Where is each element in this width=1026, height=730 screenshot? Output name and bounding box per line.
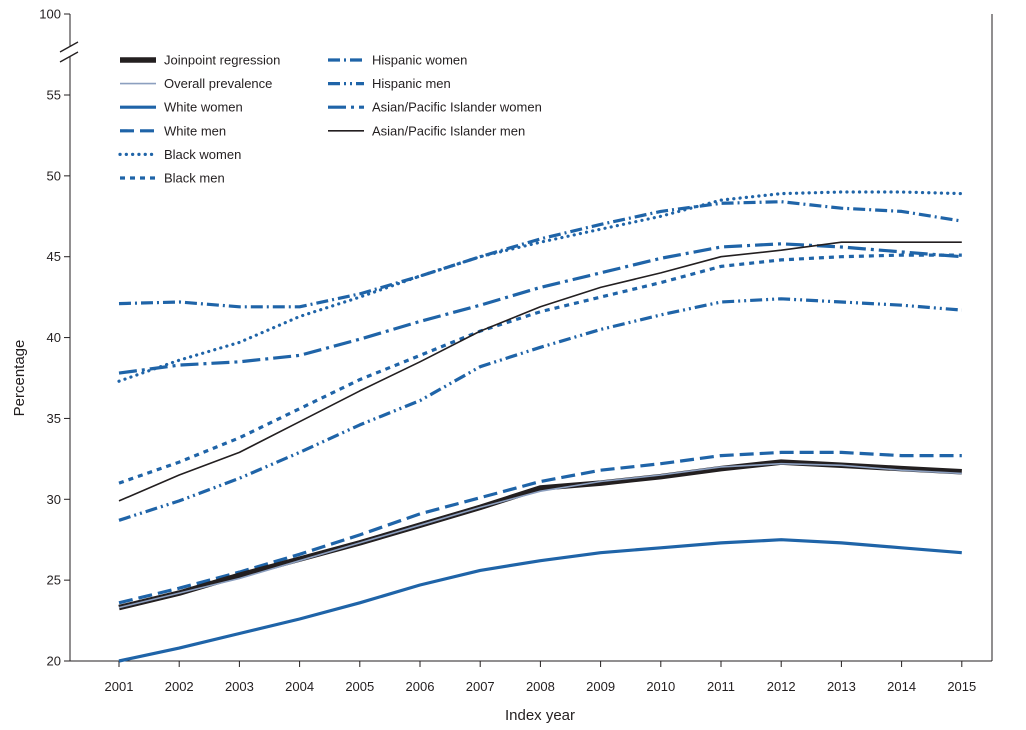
x-tick-label: 2014: [887, 679, 916, 694]
x-tick-label: 2015: [947, 679, 976, 694]
y-tick-label: 45: [47, 249, 61, 264]
x-tick-label: 2003: [225, 679, 254, 694]
legend-label-black-women: Black women: [164, 147, 241, 162]
y-tick-label: 55: [47, 88, 61, 103]
legend-label-asian-pacific-islander-women: Asian/Pacific Islander women: [372, 100, 542, 115]
y-tick-label: 35: [47, 411, 61, 426]
series-line-black-women: [117, 190, 964, 383]
legend-label-white-men: White men: [164, 123, 226, 138]
y-tick-label: 25: [47, 573, 61, 588]
series-line-overall-prevalence: [118, 462, 962, 609]
x-tick-label: 2012: [767, 679, 796, 694]
x-axis-title: Index year: [505, 707, 575, 724]
y-tick-label: 50: [47, 168, 61, 183]
y-tick-label: 40: [47, 330, 61, 345]
x-tick-label: 2005: [345, 679, 374, 694]
x-tick-label: 2001: [105, 679, 134, 694]
axis-break-mark: [59, 41, 79, 53]
series-line-black-men: [118, 253, 962, 485]
axes: 20 25 30 35 40 45 50 55 100 2001 2002 2003 2004 2005 2…: [39, 7, 993, 694]
legend-label-asian-pacific-islander-men: Asian/Pacific Islander men: [372, 123, 525, 138]
series-line-asian-pacific-islander-women: [118, 242, 962, 375]
legend-label-overall-prevalence: Overall prevalence: [164, 76, 272, 91]
legend-label-joinpoint-regression: Joinpoint regression: [164, 53, 280, 68]
series-lines: [117, 190, 964, 663]
axis-break-mark: [59, 51, 79, 63]
x-tick-label: 2006: [406, 679, 435, 694]
x-tick-label: 2008: [526, 679, 555, 694]
x-tick-label: 2007: [466, 679, 495, 694]
x-tick-label: 2002: [165, 679, 194, 694]
x-tick-label: 2004: [285, 679, 314, 694]
series-line-white-men: [118, 450, 962, 605]
series-line-asian-pacific-islander-men: [118, 241, 962, 502]
y-tick-label: 100: [39, 7, 61, 22]
y-axis-title: Percentage: [11, 340, 28, 417]
y-tick-label: 20: [47, 654, 61, 669]
x-tick-label: 2009: [586, 679, 615, 694]
x-tick-label: 2011: [707, 679, 735, 694]
series-line-white-women: [118, 538, 962, 663]
series-line-joinpoint-regression: [118, 459, 962, 611]
x-tick-label: 2010: [646, 679, 675, 694]
legend-label-white-women: White women: [164, 100, 243, 115]
series-line-hispanic-men: [118, 297, 962, 522]
series-line-hispanic-women: [118, 200, 963, 309]
x-tick-label: 2013: [827, 679, 856, 694]
legend-label-hispanic-men: Hispanic men: [372, 76, 451, 91]
legend-label-hispanic-women: Hispanic women: [372, 53, 467, 68]
legend-label-black-men: Black men: [164, 171, 225, 186]
legend: Joinpoint regression Overall prevalence Wh…: [118, 53, 542, 186]
y-tick-label: 30: [47, 492, 61, 507]
